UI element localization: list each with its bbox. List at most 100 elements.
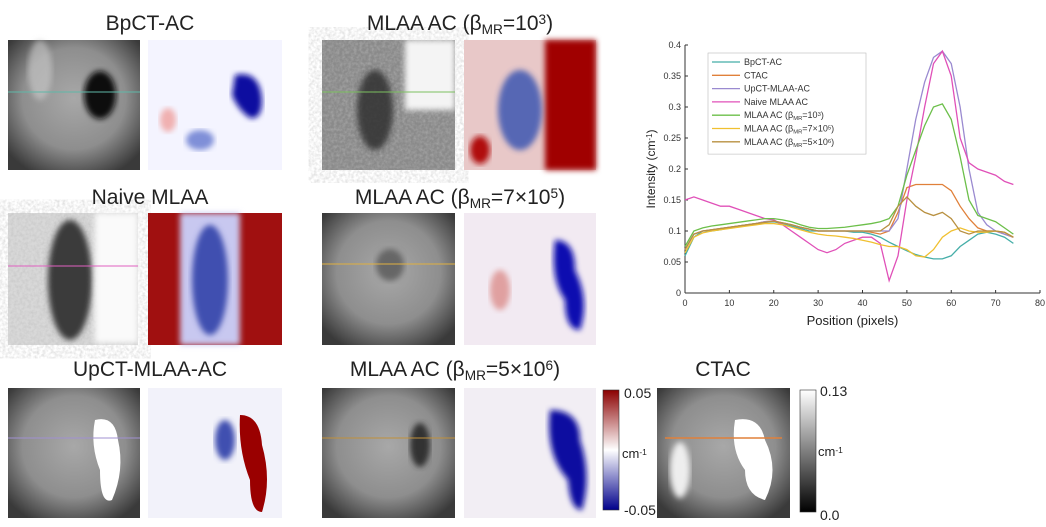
text-part: ): [831, 137, 834, 147]
x-tick-label: 40: [857, 298, 867, 308]
difference-map: [148, 388, 282, 518]
panel-title: MLAA AC (βMR=7×105): [355, 186, 565, 211]
text-part: ): [821, 110, 824, 120]
ct-image: [322, 388, 455, 518]
series-line: [684, 183, 1014, 250]
colorbar-max: 0.05: [624, 385, 651, 401]
x-tick-label: 20: [769, 298, 779, 308]
colorbar: [799, 389, 817, 513]
series-line: [684, 195, 1014, 250]
text-part: ): [546, 12, 553, 35]
supscript: 6: [828, 138, 831, 144]
subscript: MR: [793, 116, 802, 122]
colorbar-max: 0.13: [820, 383, 847, 399]
text-part: =10: [802, 110, 817, 120]
text-part: MLAA AC (β: [744, 137, 793, 147]
text-part: Intensity (cm: [644, 140, 658, 208]
colorbar: [602, 389, 620, 511]
subscript: MR: [793, 142, 802, 148]
y-tick-label: 0.15: [663, 195, 681, 205]
supscript: 3: [818, 112, 821, 118]
panel-title: MLAA AC (βMR=5×106): [350, 358, 560, 383]
colorbar-unit: cm-1: [622, 446, 647, 461]
x-tick-label: 50: [902, 298, 912, 308]
series-line: [684, 49, 1014, 283]
text-part: ): [831, 124, 834, 134]
text-part: =7×10: [802, 124, 828, 134]
panel-title: MLAA AC (βMR=103): [367, 12, 553, 37]
difference-map: [464, 388, 596, 518]
subscript: MR: [470, 196, 491, 211]
legend-label: BpCT-AC: [744, 57, 783, 67]
y-tick-label: 0: [676, 288, 681, 298]
supscript: -1: [645, 134, 654, 141]
panel-title: UpCT-MLAA-AC: [73, 358, 227, 381]
x-tick-label: 60: [946, 298, 956, 308]
supscript: 5: [551, 186, 559, 201]
legend-box: [707, 52, 867, 155]
ct-image: [657, 388, 790, 518]
legend-label: UpCT-MLAA-AC: [744, 84, 811, 94]
panel-title: BpCT-AC: [106, 12, 195, 35]
supscript: -1: [835, 445, 843, 455]
x-tick-label: 70: [991, 298, 1001, 308]
subscript: MR: [465, 368, 486, 383]
y-tick-label: 0.1: [668, 226, 681, 236]
text-part: MLAA AC (β: [744, 110, 793, 120]
text-part: =5×10: [802, 137, 828, 147]
x-axis-label: Position (pixels): [807, 313, 899, 328]
legend-label: MLAA AC (βMR=7×105): [744, 124, 834, 136]
y-tick-label: 0.05: [663, 257, 681, 267]
panel-title: Naive MLAA: [92, 186, 209, 209]
colorbar-min: 0.0: [820, 507, 840, 523]
y-axis-label: Intensity (cm-1): [644, 130, 658, 209]
text-part: =7×10: [491, 186, 551, 209]
text-part: ): [553, 358, 560, 381]
y-tick-label: 0.4: [668, 40, 681, 50]
x-tick-label: 80: [1035, 298, 1045, 308]
series-line: [684, 222, 1014, 258]
text-part: ): [644, 130, 658, 134]
ct-image: [8, 388, 140, 518]
text-part: CTAC: [695, 358, 751, 381]
text-part: MLAA AC (β: [744, 124, 793, 134]
text-part: =5×10: [486, 358, 546, 381]
text-part: cm: [622, 446, 639, 461]
difference-map: [148, 40, 282, 170]
difference-map: [464, 213, 596, 345]
supscript: 5: [828, 125, 831, 131]
x-tick-label: 30: [813, 298, 823, 308]
text-part: BpCT-AC: [106, 12, 195, 35]
legend-label: Naive MLAA AC: [744, 97, 809, 107]
y-tick-label: 0.2: [668, 164, 681, 174]
ct-image: [322, 40, 455, 170]
colorbar-unit: cm-1: [818, 444, 843, 459]
colorbar-min: -0.05: [624, 502, 656, 518]
ct-image: [8, 213, 138, 345]
panel-title: CTAC: [695, 358, 751, 381]
ct-image: [322, 213, 455, 345]
difference-map: [464, 40, 596, 170]
series-line: [684, 103, 1014, 247]
difference-map: [148, 213, 282, 345]
text-part: cm: [818, 444, 835, 459]
x-tick-label: 0: [682, 298, 687, 308]
text-part: UpCT-MLAA-AC: [73, 358, 227, 381]
y-tick-label: 0.3: [668, 102, 681, 112]
supscript: 3: [539, 12, 547, 27]
text-part: ): [558, 186, 565, 209]
subscript: MR: [482, 22, 503, 37]
ct-image: [8, 40, 140, 170]
legend-label: MLAA AC (βMR=5×106): [744, 137, 834, 149]
text-part: MLAA AC (β: [350, 358, 465, 381]
subscript: MR: [793, 129, 802, 135]
legend-label: CTAC: [744, 70, 768, 80]
y-tick-label: 0.35: [663, 71, 681, 81]
y-tick-label: 0.25: [663, 133, 681, 143]
supscript: 6: [546, 358, 554, 373]
text-part: MLAA AC (β: [367, 12, 482, 35]
legend-label: MLAA AC (βMR=103): [744, 110, 824, 122]
text-part: MLAA AC (β: [355, 186, 470, 209]
